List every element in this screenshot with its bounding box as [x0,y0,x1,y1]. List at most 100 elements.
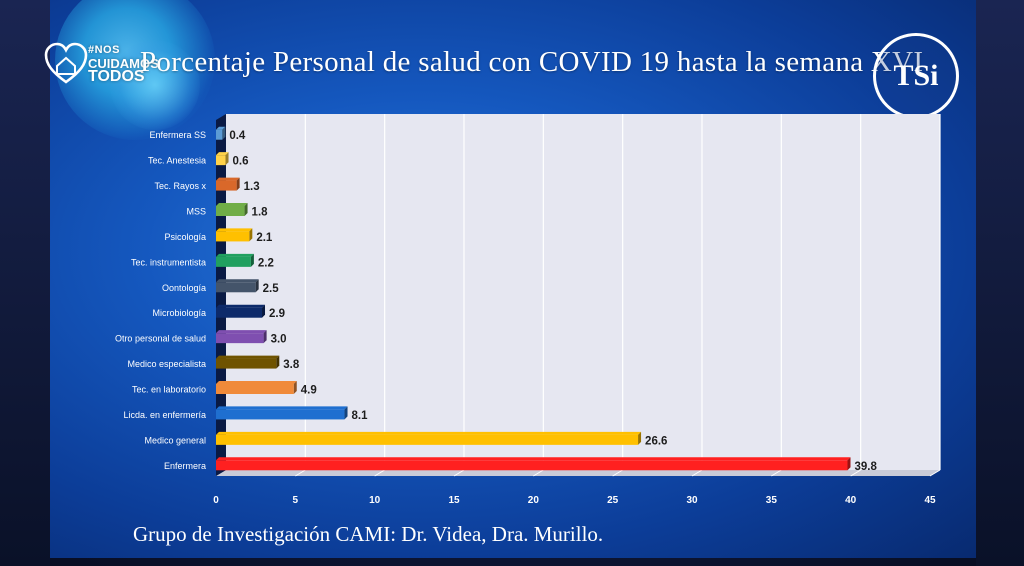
gridline [691,469,703,477]
bar-top-face [216,406,348,410]
gridline [374,469,385,477]
bar-side-face [249,228,253,242]
bar-top-face [216,431,642,435]
tsi-logo: TSi [873,33,959,119]
gridline [612,469,623,477]
bar-top-face [216,457,851,461]
logo-line-2: CUIDAMOS [88,56,159,71]
x-tick-label: 15 [448,495,460,506]
x-tick-label: 35 [766,495,778,506]
bar [216,256,251,267]
gridline [533,469,544,477]
bar [216,409,345,420]
x-tick-label: 40 [845,495,857,506]
bar-top-face [216,177,240,181]
bar-side-face [222,126,226,140]
bar [216,231,250,242]
bar [216,358,277,369]
bar-side-face [263,330,267,344]
data-label: 8.1 [352,410,369,422]
bar-side-face [255,279,259,293]
bar-top-face [216,253,254,257]
x-tick-label: 45 [924,495,936,506]
data-label: 39.8 [854,461,877,473]
bar [216,180,237,191]
bar [216,282,256,293]
bar [216,460,848,471]
data-label: 1.8 [252,207,269,219]
bar [216,384,294,394]
category-label: Microbiología [152,308,206,318]
data-label: 0.6 [233,156,249,168]
data-label: 26.6 [645,435,667,447]
bar-top-face [216,330,267,334]
category-label: Enfermera SS [149,130,206,140]
virus-decoration-small [110,40,200,130]
gridline [295,469,306,477]
data-label: 3.8 [283,359,300,371]
bar [216,129,223,140]
bar-top-face [216,381,297,384]
category-label: Tec. Anestesia [148,156,206,166]
bar-side-face [293,381,297,394]
bar-side-face [244,203,248,216]
bar [216,333,264,344]
bar-side-face [236,177,240,191]
bar-side-face [638,431,642,445]
category-label: Otro personal de salud [115,334,206,344]
category-label: Oontología [162,283,206,293]
data-label: 2.2 [258,257,274,269]
bar-top-face [216,279,259,283]
logo-line-1: #NOS [88,44,120,56]
x-tick-label: 25 [607,495,619,506]
bar [216,434,639,445]
data-label: 4.9 [301,385,317,397]
bar-top-face [216,126,226,130]
bar-top-face [216,228,253,232]
gridline [929,469,941,477]
bar-top-face [216,355,280,359]
footer-credits: Grupo de Investigación CAMI: Dr. Videa, … [133,522,604,546]
bar-side-face [847,457,851,471]
gridline [850,469,861,477]
bar-side-face [276,355,280,369]
data-label: 1.3 [244,181,260,193]
gridline [771,469,782,477]
category-label: Tec. instrumentista [131,257,206,267]
bar [216,307,263,318]
heart-house-icon [44,42,88,84]
plot-background [226,114,940,470]
x-tick-label: 10 [369,495,381,506]
nos-cuidamos-todos-logo: #NOS CUIDAMOS TODOS [44,40,162,98]
category-label: Medico general [144,435,206,445]
chart-title: Porcentaje Personal de salud con COVID 1… [140,46,924,78]
category-label: Licda. en enfermería [123,410,206,420]
category-label: Tec. en laboratorio [132,385,206,395]
category-label: MSS [186,207,206,217]
category-label: Enfermera [164,461,206,471]
x-tick-label: 0 [213,495,219,506]
data-label: 2.1 [256,232,273,244]
logo-line-3: TODOS [88,68,145,85]
data-label: 2.5 [263,283,280,295]
bar-top-face [216,203,248,206]
bar [216,206,245,216]
bar-side-face [225,152,229,166]
gridline [453,469,465,477]
bar-side-face [262,304,266,318]
data-label: 0.4 [229,130,246,142]
plot-side-wall [216,114,226,476]
x-tick-label: 20 [528,495,540,506]
bar-top-face [216,304,266,308]
category-label: Tec. Rayos x [154,181,206,191]
x-tick-label: 30 [686,495,698,506]
x-tick-label: 5 [293,495,299,506]
category-label: Medico especialista [127,359,206,369]
bar-side-face [344,406,348,420]
plot-floor [216,470,940,476]
tsi-logo-text: TSi [893,59,939,92]
data-label: 2.9 [269,308,285,320]
bar-top-face [216,152,229,156]
data-label: 3.0 [271,334,287,346]
